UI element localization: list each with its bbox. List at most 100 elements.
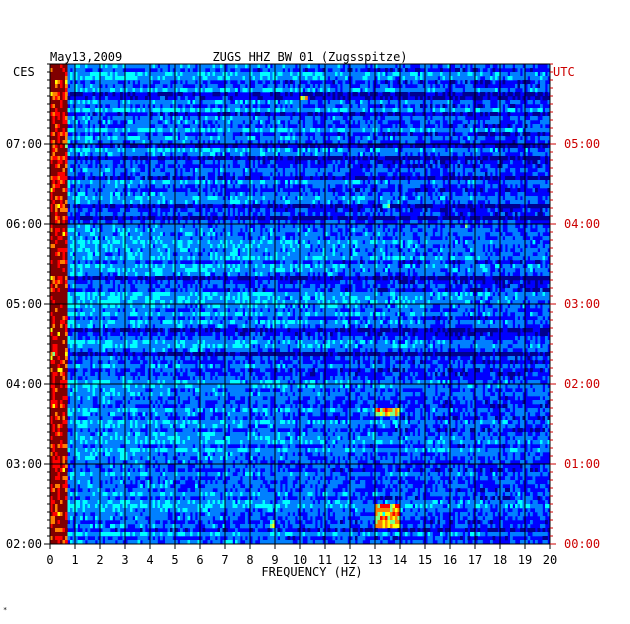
- heatmap-cell: [120, 144, 123, 149]
- heatmap-cell: [237, 68, 241, 73]
- heatmap-cell: [117, 112, 121, 117]
- heatmap-cell: [447, 100, 451, 105]
- heatmap-cell: [97, 184, 101, 189]
- heatmap-cell: [122, 152, 126, 157]
- heatmap-cell: [485, 128, 488, 133]
- heatmap-cell: [492, 172, 496, 177]
- heatmap-cell: [297, 152, 301, 157]
- heatmap-cell: [175, 196, 178, 201]
- heatmap-cell: [342, 168, 346, 173]
- heatmap-cell: [245, 168, 248, 173]
- heatmap-cell: [462, 96, 466, 101]
- heatmap-cell: [200, 136, 203, 141]
- heatmap-cell: [377, 116, 381, 121]
- heatmap-cell: [180, 212, 183, 217]
- heatmap-cell: [322, 200, 326, 205]
- heatmap-cell: [197, 100, 201, 105]
- heatmap-cell: [110, 80, 113, 85]
- heatmap-cell: [62, 184, 66, 189]
- heatmap-cell: [327, 196, 331, 201]
- heatmap-cell: [545, 200, 548, 205]
- heatmap-cell: [467, 112, 471, 117]
- heatmap-cell: [277, 132, 281, 137]
- heatmap-cell: [100, 200, 103, 205]
- heatmap-cell: [97, 116, 101, 121]
- heatmap-cell: [402, 196, 406, 201]
- heatmap-cell: [250, 192, 253, 197]
- heatmap-cell: [215, 92, 218, 97]
- heatmap-cell: [185, 148, 188, 153]
- heatmap-cell: [400, 104, 403, 109]
- heatmap-cell: [285, 120, 288, 125]
- heatmap-cell: [125, 132, 128, 137]
- heatmap-cell: [90, 140, 93, 145]
- heatmap-cell: [207, 168, 211, 173]
- heatmap-cell: [250, 196, 253, 201]
- heatmap-cell: [255, 76, 258, 81]
- heatmap-cell: [545, 212, 548, 217]
- heatmap-cell: [180, 108, 183, 113]
- heatmap-cell: [277, 148, 281, 153]
- heatmap-cell: [357, 204, 361, 209]
- heatmap-cell: [225, 76, 228, 81]
- heatmap-cell: [300, 204, 303, 209]
- heatmap-cell: [175, 76, 178, 81]
- heatmap-cell: [317, 140, 321, 145]
- heatmap-cell: [332, 188, 336, 193]
- heatmap-cell: [430, 164, 433, 169]
- heatmap-cell: [332, 64, 336, 69]
- heatmap-cell: [215, 108, 218, 113]
- heatmap-cell: [480, 108, 483, 113]
- heatmap-cell: [497, 76, 501, 81]
- heatmap-cell: [445, 64, 448, 69]
- heatmap-cell: [142, 136, 146, 141]
- heatmap-cell: [362, 200, 366, 205]
- heatmap-cell: [297, 180, 301, 185]
- heatmap-cell: [175, 100, 178, 105]
- heatmap-cell: [132, 196, 136, 201]
- heatmap-cell: [227, 124, 231, 129]
- heatmap-cell: [190, 128, 193, 133]
- heatmap-cell: [72, 84, 76, 89]
- heatmap-cell: [260, 128, 263, 133]
- heatmap-cell: [77, 196, 81, 201]
- heatmap-cell: [82, 160, 86, 165]
- heatmap-cell: [382, 192, 386, 197]
- heatmap-cell: [157, 156, 161, 161]
- heatmap-cell: [492, 168, 496, 173]
- heatmap-cell: [50, 184, 53, 189]
- heatmap-cell: [97, 164, 101, 169]
- heatmap-cell: [67, 76, 71, 81]
- heatmap-cell: [532, 128, 536, 133]
- heatmap-cell: [527, 96, 531, 101]
- heatmap-cell: [485, 120, 488, 125]
- heatmap-cell: [392, 180, 396, 185]
- heatmap-cell: [57, 148, 61, 153]
- heatmap-cell: [397, 92, 401, 97]
- heatmap-cell: [210, 76, 213, 81]
- heatmap-cell: [527, 136, 531, 141]
- heatmap-cell: [420, 72, 423, 77]
- heatmap-cell: [220, 100, 223, 105]
- heatmap-cell: [127, 184, 131, 189]
- heatmap-cell: [360, 180, 363, 185]
- heatmap-cell: [545, 148, 548, 153]
- heatmap-cell: [212, 88, 216, 93]
- heatmap-cell: [210, 200, 213, 205]
- heatmap-cell: [60, 120, 63, 125]
- heatmap-cell: [190, 68, 193, 73]
- heatmap-cell: [205, 140, 208, 145]
- heatmap-cell: [65, 128, 68, 133]
- heatmap-cell: [277, 84, 281, 89]
- heatmap-cell: [55, 172, 58, 177]
- heatmap-cell: [337, 84, 341, 89]
- heatmap-cell: [197, 64, 201, 69]
- heatmap-cell: [255, 112, 258, 117]
- heatmap-cell: [72, 152, 76, 157]
- heatmap-cell: [390, 80, 393, 85]
- heatmap-cell: [302, 200, 306, 205]
- heatmap-cell: [110, 104, 113, 109]
- heatmap-cell: [210, 168, 213, 173]
- heatmap-cell: [62, 108, 66, 113]
- heatmap-cell: [470, 180, 473, 185]
